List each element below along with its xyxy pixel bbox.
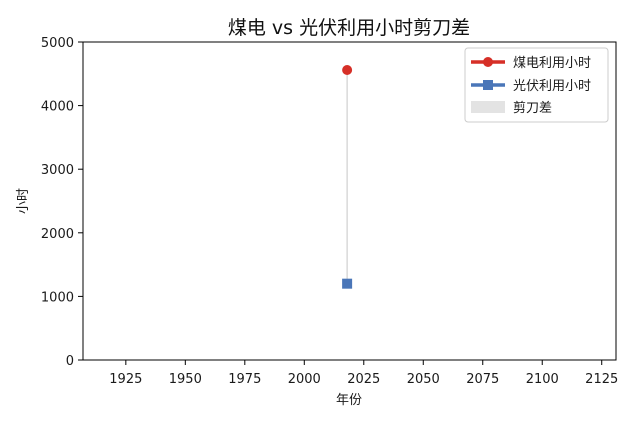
x-axis-title: 年份 xyxy=(336,393,362,408)
x-tick-label: 1925 xyxy=(109,372,142,387)
y-tick-label: 5000 xyxy=(41,36,74,51)
y-axis-title: 小时 xyxy=(16,188,31,214)
legend-entry-gap: 剪刀差 xyxy=(471,100,552,116)
x-tick-label: 1950 xyxy=(169,372,202,387)
y-tick-label: 4000 xyxy=(41,100,74,115)
data-point-pv xyxy=(342,278,353,289)
x-tick-label: 2025 xyxy=(347,372,380,387)
x-tick-label: 2100 xyxy=(526,372,559,387)
legend: 煤电利用小时 光伏利用小时 剪刀差 xyxy=(464,47,609,123)
legend-marker-pv xyxy=(483,80,493,90)
legend-marker-coal xyxy=(483,57,493,67)
x-tick-label: 2000 xyxy=(288,372,321,387)
legend-entry-pv: 光伏利用小时 xyxy=(471,79,591,94)
y-axis: 0 1000 2000 3000 4000 5000 xyxy=(41,36,83,369)
x-tick-label: 2050 xyxy=(407,372,440,387)
legend-label-pv: 光伏利用小时 xyxy=(513,79,591,94)
x-tick-label: 2075 xyxy=(466,372,499,387)
data-point-coal xyxy=(342,64,353,75)
chart-title: 煤电 vs 光伏利用小时剪刀差 xyxy=(228,17,470,39)
y-tick-label: 3000 xyxy=(41,163,74,178)
y-tick-label: 1000 xyxy=(41,290,74,305)
legend-entry-coal: 煤电利用小时 xyxy=(471,56,591,71)
data-marks xyxy=(342,64,353,289)
legend-swatch-gap xyxy=(471,101,505,113)
x-axis: 1925 1950 1975 2000 2025 2050 2075 2100 2125 xyxy=(109,360,618,387)
x-tick-label: 2125 xyxy=(585,372,618,387)
y-tick-label: 2000 xyxy=(41,227,74,242)
legend-label-coal: 煤电利用小时 xyxy=(513,56,591,71)
legend-label-gap: 剪刀差 xyxy=(513,100,552,116)
x-tick-label: 1975 xyxy=(228,372,261,387)
y-tick-label: 0 xyxy=(66,354,74,369)
